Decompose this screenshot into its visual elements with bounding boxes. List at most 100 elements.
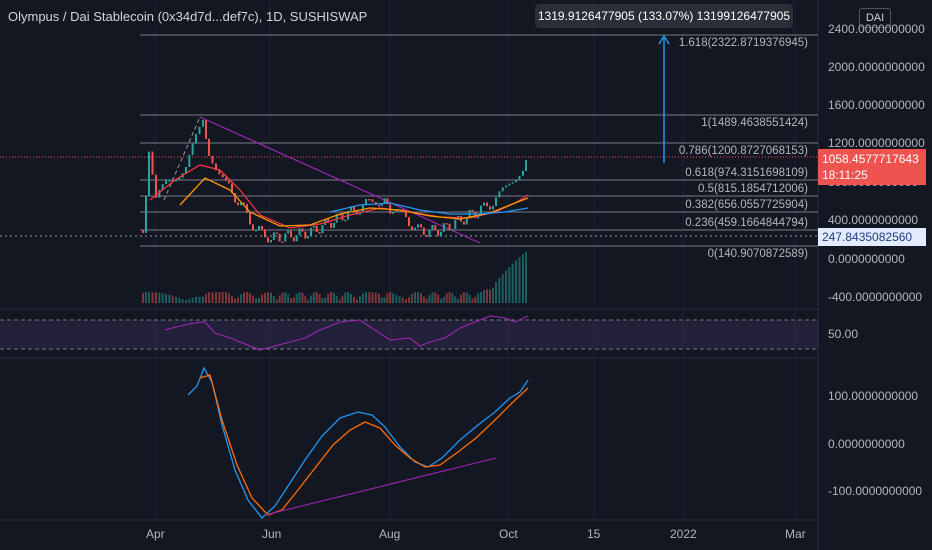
candle xyxy=(175,179,177,182)
macd-trendline xyxy=(264,457,497,516)
volume-bar xyxy=(383,297,386,303)
candle xyxy=(225,177,227,181)
volume-bar xyxy=(295,293,298,303)
candle xyxy=(158,189,161,198)
volume-bar xyxy=(486,289,488,303)
candle xyxy=(321,225,324,234)
candle xyxy=(408,217,410,227)
candle xyxy=(151,151,154,175)
candle xyxy=(380,203,383,206)
candle xyxy=(422,227,425,235)
price-label: 2000.0000000000 xyxy=(828,60,925,74)
volume-bar xyxy=(237,297,239,303)
volume-bar xyxy=(437,294,440,303)
currency-badge[interactable]: DAI xyxy=(859,8,891,28)
candle xyxy=(365,199,367,205)
candle xyxy=(298,228,301,236)
volume-bar xyxy=(374,292,377,303)
volume-bar xyxy=(365,292,367,303)
candle xyxy=(168,179,171,182)
volume-bar xyxy=(168,294,171,303)
candle xyxy=(440,231,442,237)
signal-line xyxy=(199,374,529,516)
volume-bar xyxy=(465,292,468,303)
volume-bar xyxy=(341,295,344,303)
volume-bar xyxy=(422,296,425,303)
volume-bar xyxy=(448,292,451,303)
volume-bar xyxy=(234,299,236,303)
candle xyxy=(425,234,428,237)
candle xyxy=(221,174,224,178)
volume-bar xyxy=(425,298,428,303)
fib-label: 1.618(2322.8719376945) xyxy=(678,37,808,49)
candle xyxy=(498,191,501,198)
current-price: 1058.4577717643 xyxy=(822,152,919,166)
fib-retracement xyxy=(140,34,818,247)
rsi-line xyxy=(164,315,529,351)
rsi-label: 50.00 xyxy=(828,327,859,341)
price-label: 1600.0000000000 xyxy=(828,98,925,112)
candle xyxy=(211,155,214,164)
candle xyxy=(295,235,298,242)
volume-bar xyxy=(148,292,150,303)
candle xyxy=(249,212,251,225)
volume-bar xyxy=(362,293,364,303)
volume-bar xyxy=(417,292,419,303)
volume-bar xyxy=(344,292,347,303)
candle xyxy=(292,237,295,242)
candle xyxy=(228,180,230,184)
volume-bar xyxy=(243,292,245,303)
trendline-resistance xyxy=(199,116,481,244)
volume-bar xyxy=(215,292,217,303)
candle xyxy=(255,229,257,232)
volume-bar xyxy=(249,293,251,303)
volume-bar xyxy=(518,257,521,303)
candle xyxy=(252,224,254,231)
volume-bar xyxy=(208,292,210,303)
volume-bar xyxy=(380,297,383,303)
volume-bar xyxy=(287,294,290,303)
candle xyxy=(448,223,451,231)
fib-label: 0.236(459.1664844794) xyxy=(685,217,808,229)
candle xyxy=(278,233,281,242)
candle xyxy=(515,180,517,183)
volume-bar xyxy=(442,296,445,303)
volume-bar xyxy=(431,292,434,303)
macd-label: 100.0000000000 xyxy=(828,389,919,403)
volume-bar xyxy=(389,292,392,303)
volume-bar xyxy=(347,292,350,303)
volume-bar xyxy=(405,299,407,303)
candle xyxy=(511,182,514,184)
candle xyxy=(386,198,389,205)
volume-bar xyxy=(191,297,194,303)
candle xyxy=(205,120,207,139)
volume-bar xyxy=(471,298,474,303)
candle xyxy=(505,185,507,188)
volume-bar xyxy=(307,299,310,303)
candle xyxy=(522,170,524,176)
candle xyxy=(310,227,312,237)
candle xyxy=(353,206,355,211)
volume-bar xyxy=(368,292,371,303)
candle xyxy=(290,230,292,238)
volume-bar xyxy=(155,292,157,303)
candle xyxy=(332,222,335,228)
candle xyxy=(307,236,310,239)
candle xyxy=(165,180,167,185)
volume-bar xyxy=(411,294,413,303)
volume-bar xyxy=(505,270,507,303)
candle xyxy=(270,239,272,243)
macd-label: -100.0000000000 xyxy=(828,484,923,498)
volume-bar xyxy=(225,292,227,303)
time-label: Apr xyxy=(146,527,165,541)
current-price-tag: 1058.4577717643 18:11:25 xyxy=(818,149,926,185)
candle xyxy=(462,221,465,225)
volume-bar xyxy=(240,294,242,303)
volume-bar xyxy=(272,295,275,303)
candle xyxy=(188,155,191,168)
candle xyxy=(281,241,284,243)
volume-bar xyxy=(315,292,318,303)
candle xyxy=(451,228,454,231)
fib-label: 0.5(815.1854712006) xyxy=(698,183,808,195)
